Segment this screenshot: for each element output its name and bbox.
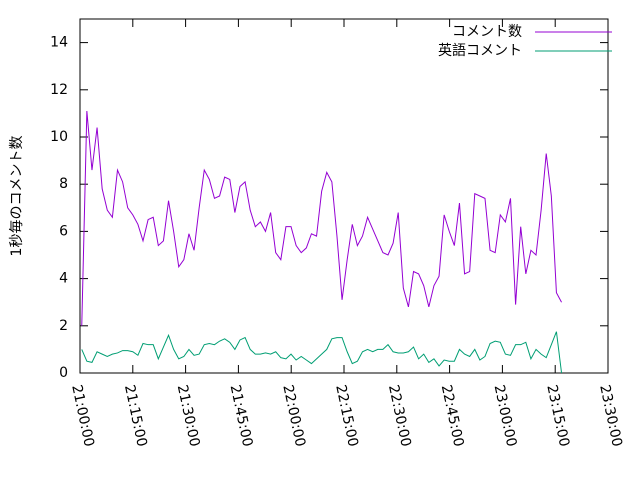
y-tick-label: 8 <box>59 176 68 192</box>
x-tick-label: 22:15:00 <box>332 383 361 448</box>
y-tick-label: 14 <box>50 35 68 51</box>
legend-label: 英語コメント <box>438 42 522 59</box>
legend-label: コメント数 <box>452 24 522 40</box>
x-tick-label: 22:45:00 <box>438 383 467 448</box>
x-tick-label: 21:30:00 <box>174 383 203 448</box>
x-tick-label: 23:00:00 <box>491 383 520 448</box>
y-tick-label: 0 <box>59 365 68 381</box>
x-tick-label: 22:30:00 <box>385 383 414 448</box>
x-tick-label: 23:30:00 <box>596 383 625 448</box>
x-tick-label: 21:15:00 <box>121 383 150 448</box>
y-tick-label: 2 <box>59 318 68 334</box>
y-axis-label: 1秒毎のコメント数 <box>9 136 25 257</box>
y-tick-label: 4 <box>59 271 68 287</box>
y-tick-label: 10 <box>50 129 68 145</box>
x-tick-label: 23:15:00 <box>543 383 572 448</box>
y-tick-label: 12 <box>50 82 68 98</box>
x-tick-label: 21:45:00 <box>227 383 256 448</box>
plot-frame <box>79 18 609 374</box>
series-line <box>81 331 563 374</box>
x-tick-label: 21:00:00 <box>68 383 97 448</box>
y-tick-label: 6 <box>59 223 68 239</box>
series-line <box>81 110 562 326</box>
x-tick-label: 22:00:00 <box>279 383 308 448</box>
